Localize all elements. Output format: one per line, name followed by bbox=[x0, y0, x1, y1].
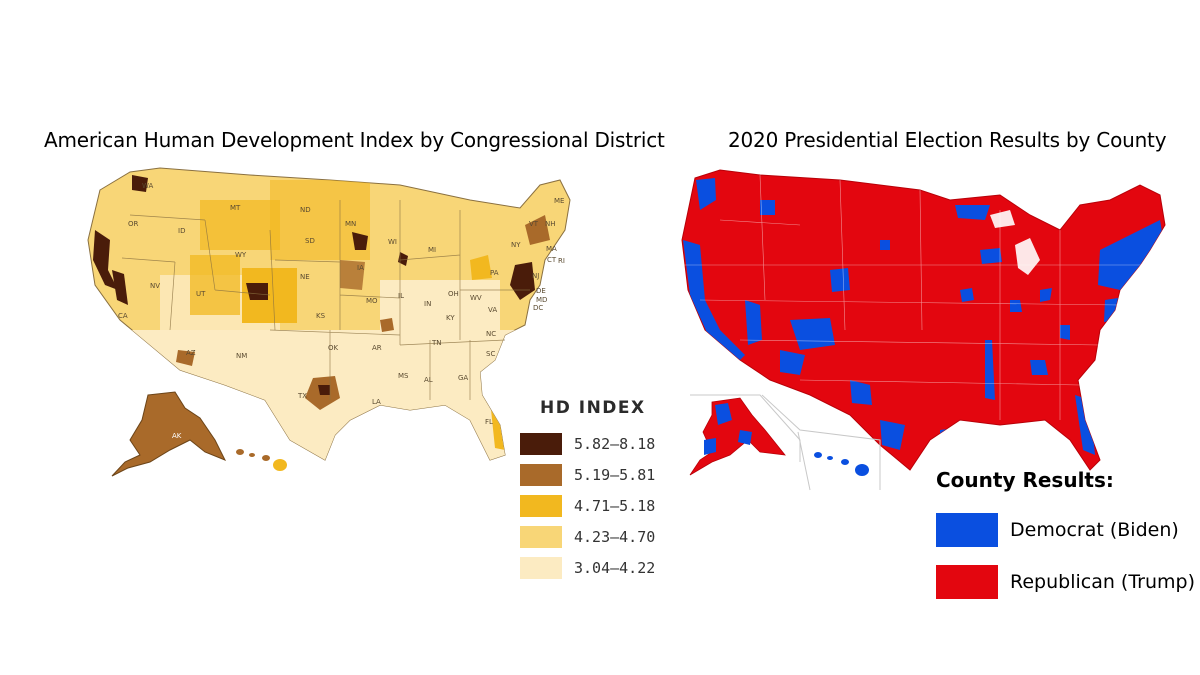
svg-text:NV: NV bbox=[150, 282, 160, 290]
svg-text:WY: WY bbox=[235, 251, 247, 259]
svg-text:MN: MN bbox=[345, 220, 356, 228]
alaska-shape bbox=[689, 397, 786, 476]
hawaii-shape bbox=[236, 449, 287, 471]
svg-text:VT: VT bbox=[529, 220, 539, 228]
svg-text:DC: DC bbox=[533, 304, 543, 312]
svg-text:WI: WI bbox=[388, 238, 397, 246]
svg-text:VA: VA bbox=[488, 306, 497, 314]
hd-swatch bbox=[520, 494, 562, 517]
hd-legend-row: 5.82–8.18 bbox=[520, 428, 660, 459]
hd-range-label: 5.19–5.81 bbox=[574, 465, 656, 484]
svg-text:IA: IA bbox=[357, 264, 364, 272]
svg-text:KY: KY bbox=[446, 314, 455, 322]
svg-text:WA: WA bbox=[142, 182, 154, 190]
hd-swatch bbox=[520, 525, 562, 548]
svg-text:MI: MI bbox=[428, 246, 436, 254]
hd-legend-row: 4.23–4.70 bbox=[520, 521, 660, 552]
svg-text:MT: MT bbox=[230, 204, 241, 212]
hd-range-label: 3.04–4.22 bbox=[574, 558, 656, 577]
svg-text:GA: GA bbox=[458, 374, 468, 382]
democrat-swatch bbox=[936, 513, 998, 547]
svg-text:NJ: NJ bbox=[532, 272, 539, 280]
svg-text:OH: OH bbox=[448, 290, 459, 298]
hd-legend-row: 5.19–5.81 bbox=[520, 459, 660, 490]
svg-text:IN: IN bbox=[424, 300, 431, 308]
svg-text:AR: AR bbox=[372, 344, 382, 352]
svg-text:OR: OR bbox=[128, 220, 139, 228]
county-legend-row: Democrat (Biden) bbox=[936, 504, 1196, 556]
hd-legend-title: HD INDEX bbox=[540, 398, 646, 418]
county-legend-title: County Results: bbox=[936, 468, 1114, 492]
svg-text:MO: MO bbox=[366, 297, 378, 305]
svg-text:DE: DE bbox=[536, 287, 546, 295]
hd-swatch bbox=[520, 556, 562, 579]
svg-text:LA: LA bbox=[372, 398, 381, 406]
svg-text:IL: IL bbox=[398, 292, 404, 300]
hd-swatch bbox=[520, 463, 562, 486]
svg-text:SC: SC bbox=[486, 350, 495, 358]
svg-text:NH: NH bbox=[545, 220, 556, 228]
svg-text:MD: MD bbox=[536, 296, 547, 304]
svg-text:SD: SD bbox=[305, 237, 315, 245]
svg-text:WV: WV bbox=[470, 294, 482, 302]
svg-text:NM: NM bbox=[236, 352, 247, 360]
county-legend-row: Republican (Trump) bbox=[936, 556, 1196, 608]
hd-range-label: 4.71–5.18 bbox=[574, 496, 656, 515]
svg-text:NE: NE bbox=[300, 273, 310, 281]
svg-text:RI: RI bbox=[558, 257, 565, 265]
svg-text:TN: TN bbox=[431, 339, 442, 347]
svg-text:CA: CA bbox=[118, 312, 128, 320]
svg-text:MA: MA bbox=[546, 245, 557, 253]
svg-text:ND: ND bbox=[300, 206, 311, 214]
hd-map-title: American Human Development Index by Cong… bbox=[44, 128, 665, 152]
svg-text:KS: KS bbox=[316, 312, 326, 320]
svg-text:MS: MS bbox=[398, 372, 409, 380]
svg-text:OK: OK bbox=[328, 344, 339, 352]
hd-legend-row: 4.71–5.18 bbox=[520, 490, 660, 521]
republican-label: Republican (Trump) bbox=[1010, 571, 1195, 593]
county-results-legend: County Results: Democrat (Biden) Republi… bbox=[936, 468, 1196, 608]
svg-text:NC: NC bbox=[486, 330, 496, 338]
hawaii-shape bbox=[814, 452, 869, 476]
svg-text:NY: NY bbox=[511, 241, 521, 249]
hd-range-label: 5.82–8.18 bbox=[574, 434, 656, 453]
alaska-shape bbox=[111, 391, 227, 477]
democrat-label: Democrat (Biden) bbox=[1010, 519, 1179, 541]
svg-text:ID: ID bbox=[178, 227, 185, 235]
svg-text:PA: PA bbox=[490, 269, 499, 277]
svg-text:UT: UT bbox=[196, 290, 206, 298]
svg-text:CT: CT bbox=[547, 256, 557, 264]
republican-swatch bbox=[936, 565, 998, 599]
svg-text:AL: AL bbox=[424, 376, 433, 384]
svg-text:ME: ME bbox=[554, 197, 564, 205]
svg-text:AZ: AZ bbox=[186, 349, 196, 357]
hd-range-label: 4.23–4.70 bbox=[574, 527, 656, 546]
svg-text:AK: AK bbox=[172, 432, 182, 440]
svg-text:TX: TX bbox=[297, 392, 307, 400]
svg-text:FL: FL bbox=[485, 418, 493, 426]
hd-legend-row: 3.04–4.22 bbox=[520, 552, 660, 583]
hd-index-legend: HD INDEX 5.82–8.18 5.19–5.81 4.71–5.18 4… bbox=[520, 398, 660, 583]
hd-swatch bbox=[520, 432, 562, 455]
election-map-title: 2020 Presidential Election Results by Co… bbox=[728, 128, 1167, 152]
